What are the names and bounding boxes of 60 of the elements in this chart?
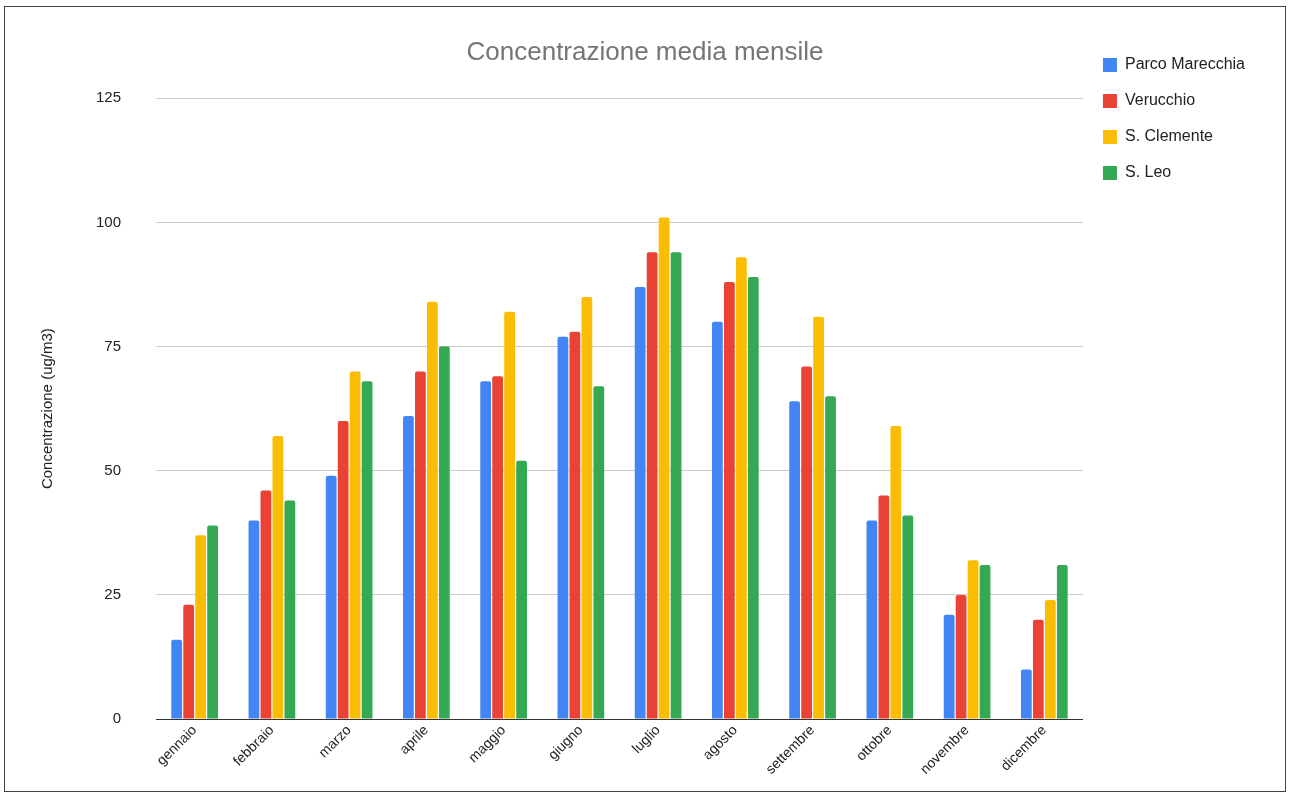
bar [248, 520, 260, 719]
bar [325, 475, 337, 719]
bar [361, 381, 373, 719]
y-tick-label: 25 [104, 585, 122, 603]
bar [1020, 669, 1032, 719]
bar [403, 416, 414, 719]
chart-title: Concentrazione media mensile [466, 35, 824, 66]
legend-label: S. Clemente [1124, 127, 1214, 145]
y-tick-label: 100 [96, 212, 122, 230]
bar [723, 281, 735, 719]
bar [569, 331, 581, 719]
bar [504, 311, 515, 719]
bar [171, 639, 183, 719]
y-tick-label: 0 [112, 709, 122, 727]
legend-label: S. Leo [1124, 163, 1172, 181]
bar [955, 594, 967, 719]
bar [890, 426, 902, 719]
bar [866, 520, 878, 719]
bar [943, 614, 955, 719]
bar [207, 525, 218, 719]
bar [646, 252, 658, 719]
bar [349, 371, 361, 719]
bar [260, 490, 272, 719]
bar [789, 401, 801, 719]
bar [967, 560, 979, 719]
legend-label: Parco Marecchia [1124, 55, 1246, 73]
bar [735, 257, 747, 719]
bar [195, 535, 207, 719]
legend-label: Verucchio [1124, 91, 1196, 109]
bar [813, 316, 824, 719]
bar [979, 565, 991, 719]
bar [1044, 599, 1056, 719]
bar [634, 286, 646, 719]
bar [581, 296, 593, 719]
bar [284, 500, 296, 719]
bar [825, 396, 836, 719]
bar [878, 495, 890, 719]
bar [492, 376, 504, 719]
bar [670, 252, 682, 719]
y-tick-label: 50 [104, 460, 122, 478]
bar [426, 301, 438, 719]
bar [593, 386, 605, 719]
bar [1056, 565, 1068, 719]
bar [557, 336, 569, 719]
bar [712, 321, 723, 719]
y-axis-title: Concentrazione (ug/m3) [38, 328, 56, 490]
bar [337, 421, 349, 719]
bar [438, 346, 450, 719]
bar [1032, 619, 1044, 719]
bar [658, 217, 670, 719]
bar [801, 366, 812, 719]
bar [272, 435, 284, 719]
y-tick-label: 75 [104, 336, 122, 354]
y-tick-label: 125 [96, 88, 122, 106]
bar [480, 381, 492, 719]
bar [902, 515, 914, 719]
bar [516, 460, 527, 719]
bar [415, 371, 426, 719]
bar [183, 604, 195, 719]
bar [747, 277, 759, 719]
